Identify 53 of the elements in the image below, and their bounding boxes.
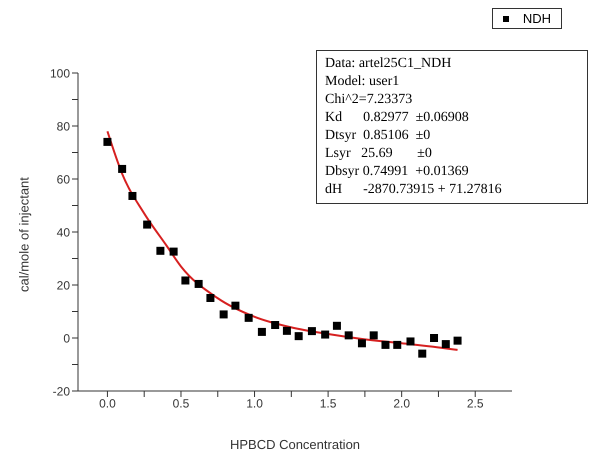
point <box>220 310 228 318</box>
point <box>358 339 366 348</box>
point <box>118 164 126 173</box>
point <box>418 350 426 358</box>
point <box>430 334 438 342</box>
annotation: Kd 0.82977 ±0.06908 <box>325 109 470 127</box>
point <box>128 192 136 200</box>
point <box>206 294 214 302</box>
annotation: Lsyr 25.69 ±0 <box>325 145 433 163</box>
point <box>393 340 402 349</box>
point <box>156 246 164 255</box>
point <box>103 138 112 146</box>
x-tick-label: 0.5 <box>172 396 190 411</box>
point <box>194 280 203 288</box>
point <box>406 337 414 346</box>
point <box>442 340 450 348</box>
point <box>143 220 152 229</box>
point <box>271 321 280 330</box>
annotation: Chi^2=7.23373 <box>325 91 414 109</box>
point <box>244 314 253 322</box>
legend-label: NDH <box>522 11 551 26</box>
y-tick-label: 100 <box>50 66 70 80</box>
annotation: dH -2870.73915 + 71.27816 <box>325 181 503 199</box>
y-tick-label: 0 <box>63 331 70 346</box>
y-axis-title: cal/mole of injectant <box>16 176 32 292</box>
y-tick-label: 60 <box>56 172 70 186</box>
annotation: Dbsyr 0.74991 +0.01369 <box>325 163 470 181</box>
y-tick-label: 80 <box>56 119 70 134</box>
point <box>344 331 353 340</box>
point <box>231 302 240 310</box>
x-tick-label: 2.5 <box>466 396 484 411</box>
point <box>308 327 316 336</box>
annotation: Model: user1 <box>325 73 400 91</box>
y-tick-label: 40 <box>56 225 70 240</box>
x-tick-label: 1.0 <box>246 396 264 411</box>
point <box>181 276 190 284</box>
point <box>332 322 341 330</box>
annotation: Dtsyr 0.85106 ±0 <box>325 127 432 145</box>
point <box>282 326 291 335</box>
point <box>170 248 178 256</box>
point <box>258 328 266 336</box>
x-tick-label: 2.0 <box>393 396 410 411</box>
point <box>294 332 303 340</box>
point <box>321 330 330 339</box>
point <box>370 331 378 340</box>
y-tick-label: 20 <box>56 278 70 292</box>
x-tick-label: 1.5 <box>320 396 337 411</box>
x-tick-label: 0.0 <box>99 396 116 411</box>
x-axis-title: HPBCD Concentration <box>230 437 360 452</box>
y-tick-label: -20 <box>52 384 70 398</box>
text: Data: artel25C1_NDH <box>325 55 452 73</box>
point <box>454 336 462 345</box>
point <box>381 340 390 349</box>
